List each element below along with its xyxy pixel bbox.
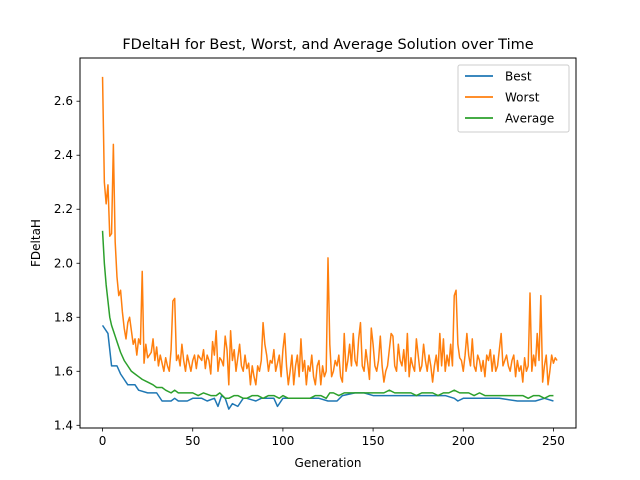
legend-label-best: Best xyxy=(505,70,532,84)
y-tick-label: 1.8 xyxy=(54,310,73,324)
y-tick-label: 2.2 xyxy=(54,202,73,216)
x-tick-label: 200 xyxy=(452,434,475,448)
x-tick-label: 150 xyxy=(362,434,385,448)
x-tick-label: 0 xyxy=(99,434,107,448)
y-tick-label: 1.6 xyxy=(54,364,73,378)
x-axis: 0 50 100 150 200 250 xyxy=(99,428,565,448)
series-line-worst xyxy=(101,76,558,386)
y-tick-label: 2.0 xyxy=(54,256,73,270)
x-tick-label: 250 xyxy=(542,434,565,448)
series-line-average xyxy=(101,230,554,400)
y-axis-label: FDeltaH xyxy=(29,219,43,267)
x-tick-label: 50 xyxy=(185,434,200,448)
y-tick-label: 2.4 xyxy=(54,148,73,162)
plot-area xyxy=(101,76,558,410)
y-tick-label: 2.6 xyxy=(54,94,73,108)
chart-title: FDeltaH for Best, Worst, and Average Sol… xyxy=(122,37,533,53)
legend-label-worst: Worst xyxy=(505,91,540,105)
axes-frame xyxy=(79,57,577,429)
x-axis-label: Generation xyxy=(295,456,362,470)
y-tick-label: 1.4 xyxy=(54,418,73,432)
legend-box xyxy=(457,64,570,133)
x-tick-label: 100 xyxy=(271,434,294,448)
legend: Best Worst Average xyxy=(457,64,570,133)
y-axis: 1.4 1.6 1.8 2.0 2.2 2.4 2.6 xyxy=(54,94,80,432)
legend-label-average: Average xyxy=(505,112,554,126)
